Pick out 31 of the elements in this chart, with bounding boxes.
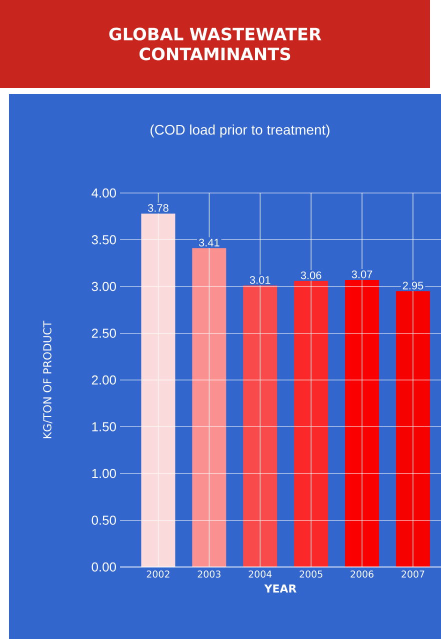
data-label: 3.06 [300, 271, 322, 280]
x-tick-label: 2002 [146, 570, 170, 578]
bar [192, 248, 226, 567]
chart-title: GLOBAL WASTEWATER CONTAMINANTS [109, 28, 322, 60]
bar [141, 214, 176, 567]
y-tick-label: 1.50 [92, 422, 116, 432]
x-tick-label: 2004 [248, 570, 272, 578]
x-tick-label: 2003 [198, 570, 220, 578]
y-tick-label: 2.00 [92, 375, 116, 385]
data-label: 3.41 [198, 238, 220, 246]
data-label: 3.78 [148, 204, 168, 212]
bar [344, 280, 379, 567]
data-label: 2.95 [402, 282, 423, 290]
x-tick-label: 2005 [300, 570, 322, 578]
data-label: 3.01 [250, 276, 270, 284]
bar [242, 286, 277, 567]
y-axis-title: KG/TON OF PRODUCT [42, 320, 52, 438]
y-tick-label: 1.00 [92, 468, 116, 478]
y-tick-label: 2.50 [92, 328, 116, 338]
chart-subtitle: (COD load prior to treatment) [150, 124, 330, 138]
x-tick-label: 2007 [401, 570, 424, 578]
x-axis-title: YEAR [264, 584, 296, 593]
y-tick-label: 0.50 [92, 516, 116, 525]
bar [396, 291, 430, 567]
bar [294, 280, 328, 567]
y-tick-label: 3.00 [92, 282, 116, 292]
data-label: 3.07 [352, 270, 372, 278]
x-tick-label: 2006 [350, 570, 374, 578]
y-tick-label: 3.50 [92, 235, 116, 244]
y-tick-label: 0.00 [92, 562, 116, 572]
y-tick-label: 4.00 [91, 188, 116, 198]
